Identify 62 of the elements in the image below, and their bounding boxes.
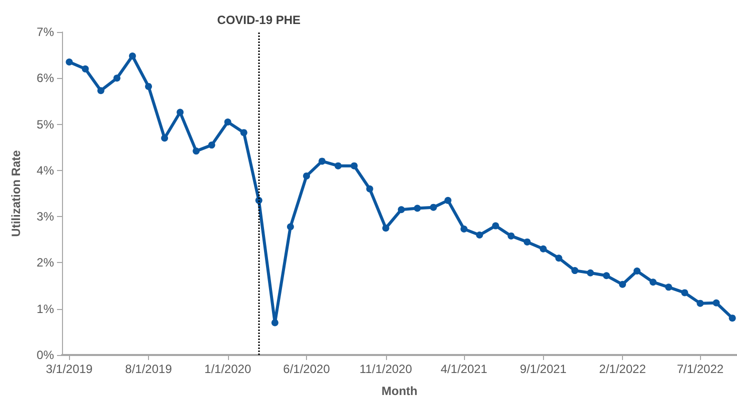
point (586, 269, 594, 276)
point (728, 314, 736, 322)
x-tick-label: 9/1/2021 (520, 362, 567, 376)
point (128, 52, 136, 60)
x-tick-label: 4/1/2021 (440, 362, 488, 376)
point (540, 245, 547, 252)
y-tick-label: 0% (36, 348, 54, 362)
point (508, 232, 515, 240)
x-tick-label: 2/1/2022 (599, 362, 646, 376)
point (113, 74, 120, 82)
y-tick-label: 4% (36, 163, 54, 178)
point (414, 204, 421, 212)
point (476, 232, 484, 239)
point (430, 204, 437, 211)
point (161, 134, 168, 142)
point (712, 299, 720, 306)
point (492, 222, 500, 230)
y-tick-label: 6% (36, 71, 54, 86)
x-tick-label: 1/1/2020 (204, 362, 252, 376)
point (224, 118, 232, 126)
point (145, 82, 152, 90)
point (350, 162, 358, 170)
x-tick-label: 3/1/2019 (46, 362, 93, 376)
point (286, 223, 294, 230)
y-axis-title: Utilization Rate (9, 150, 23, 237)
y-tick-label: 3% (36, 210, 54, 224)
point (66, 58, 73, 66)
point (681, 289, 688, 296)
point (97, 87, 104, 94)
point (602, 272, 610, 280)
point (634, 268, 641, 275)
y-tick-label: 2% (36, 256, 54, 270)
point (366, 185, 374, 192)
point (650, 278, 657, 286)
point (524, 238, 531, 246)
point (571, 267, 578, 274)
point (382, 224, 390, 232)
point (208, 142, 216, 149)
point (696, 300, 704, 307)
point (192, 148, 200, 155)
point (318, 158, 326, 165)
point (665, 284, 672, 291)
x-tick-label: 6/1/2020 (283, 362, 330, 376)
point (444, 196, 452, 204)
x-tick-label: 8/1/2019 (125, 362, 172, 376)
y-tick-label: 1% (36, 302, 54, 316)
point (271, 319, 278, 326)
point (619, 280, 626, 288)
x-tick-label: 11/1/2020 (360, 362, 412, 376)
y-tick-label: 7% (36, 25, 54, 39)
point (303, 172, 310, 180)
ref-line-label: COVID-19 PHE (217, 13, 301, 27)
x-axis-title: Month (382, 384, 418, 398)
point (334, 162, 342, 170)
point (240, 129, 248, 136)
point (460, 226, 468, 233)
point (555, 254, 562, 262)
point (176, 108, 184, 116)
point (82, 65, 89, 72)
x-tick-label: 7/1/2022 (676, 362, 724, 376)
point (398, 206, 405, 214)
y-tick-label: 5% (36, 117, 54, 132)
